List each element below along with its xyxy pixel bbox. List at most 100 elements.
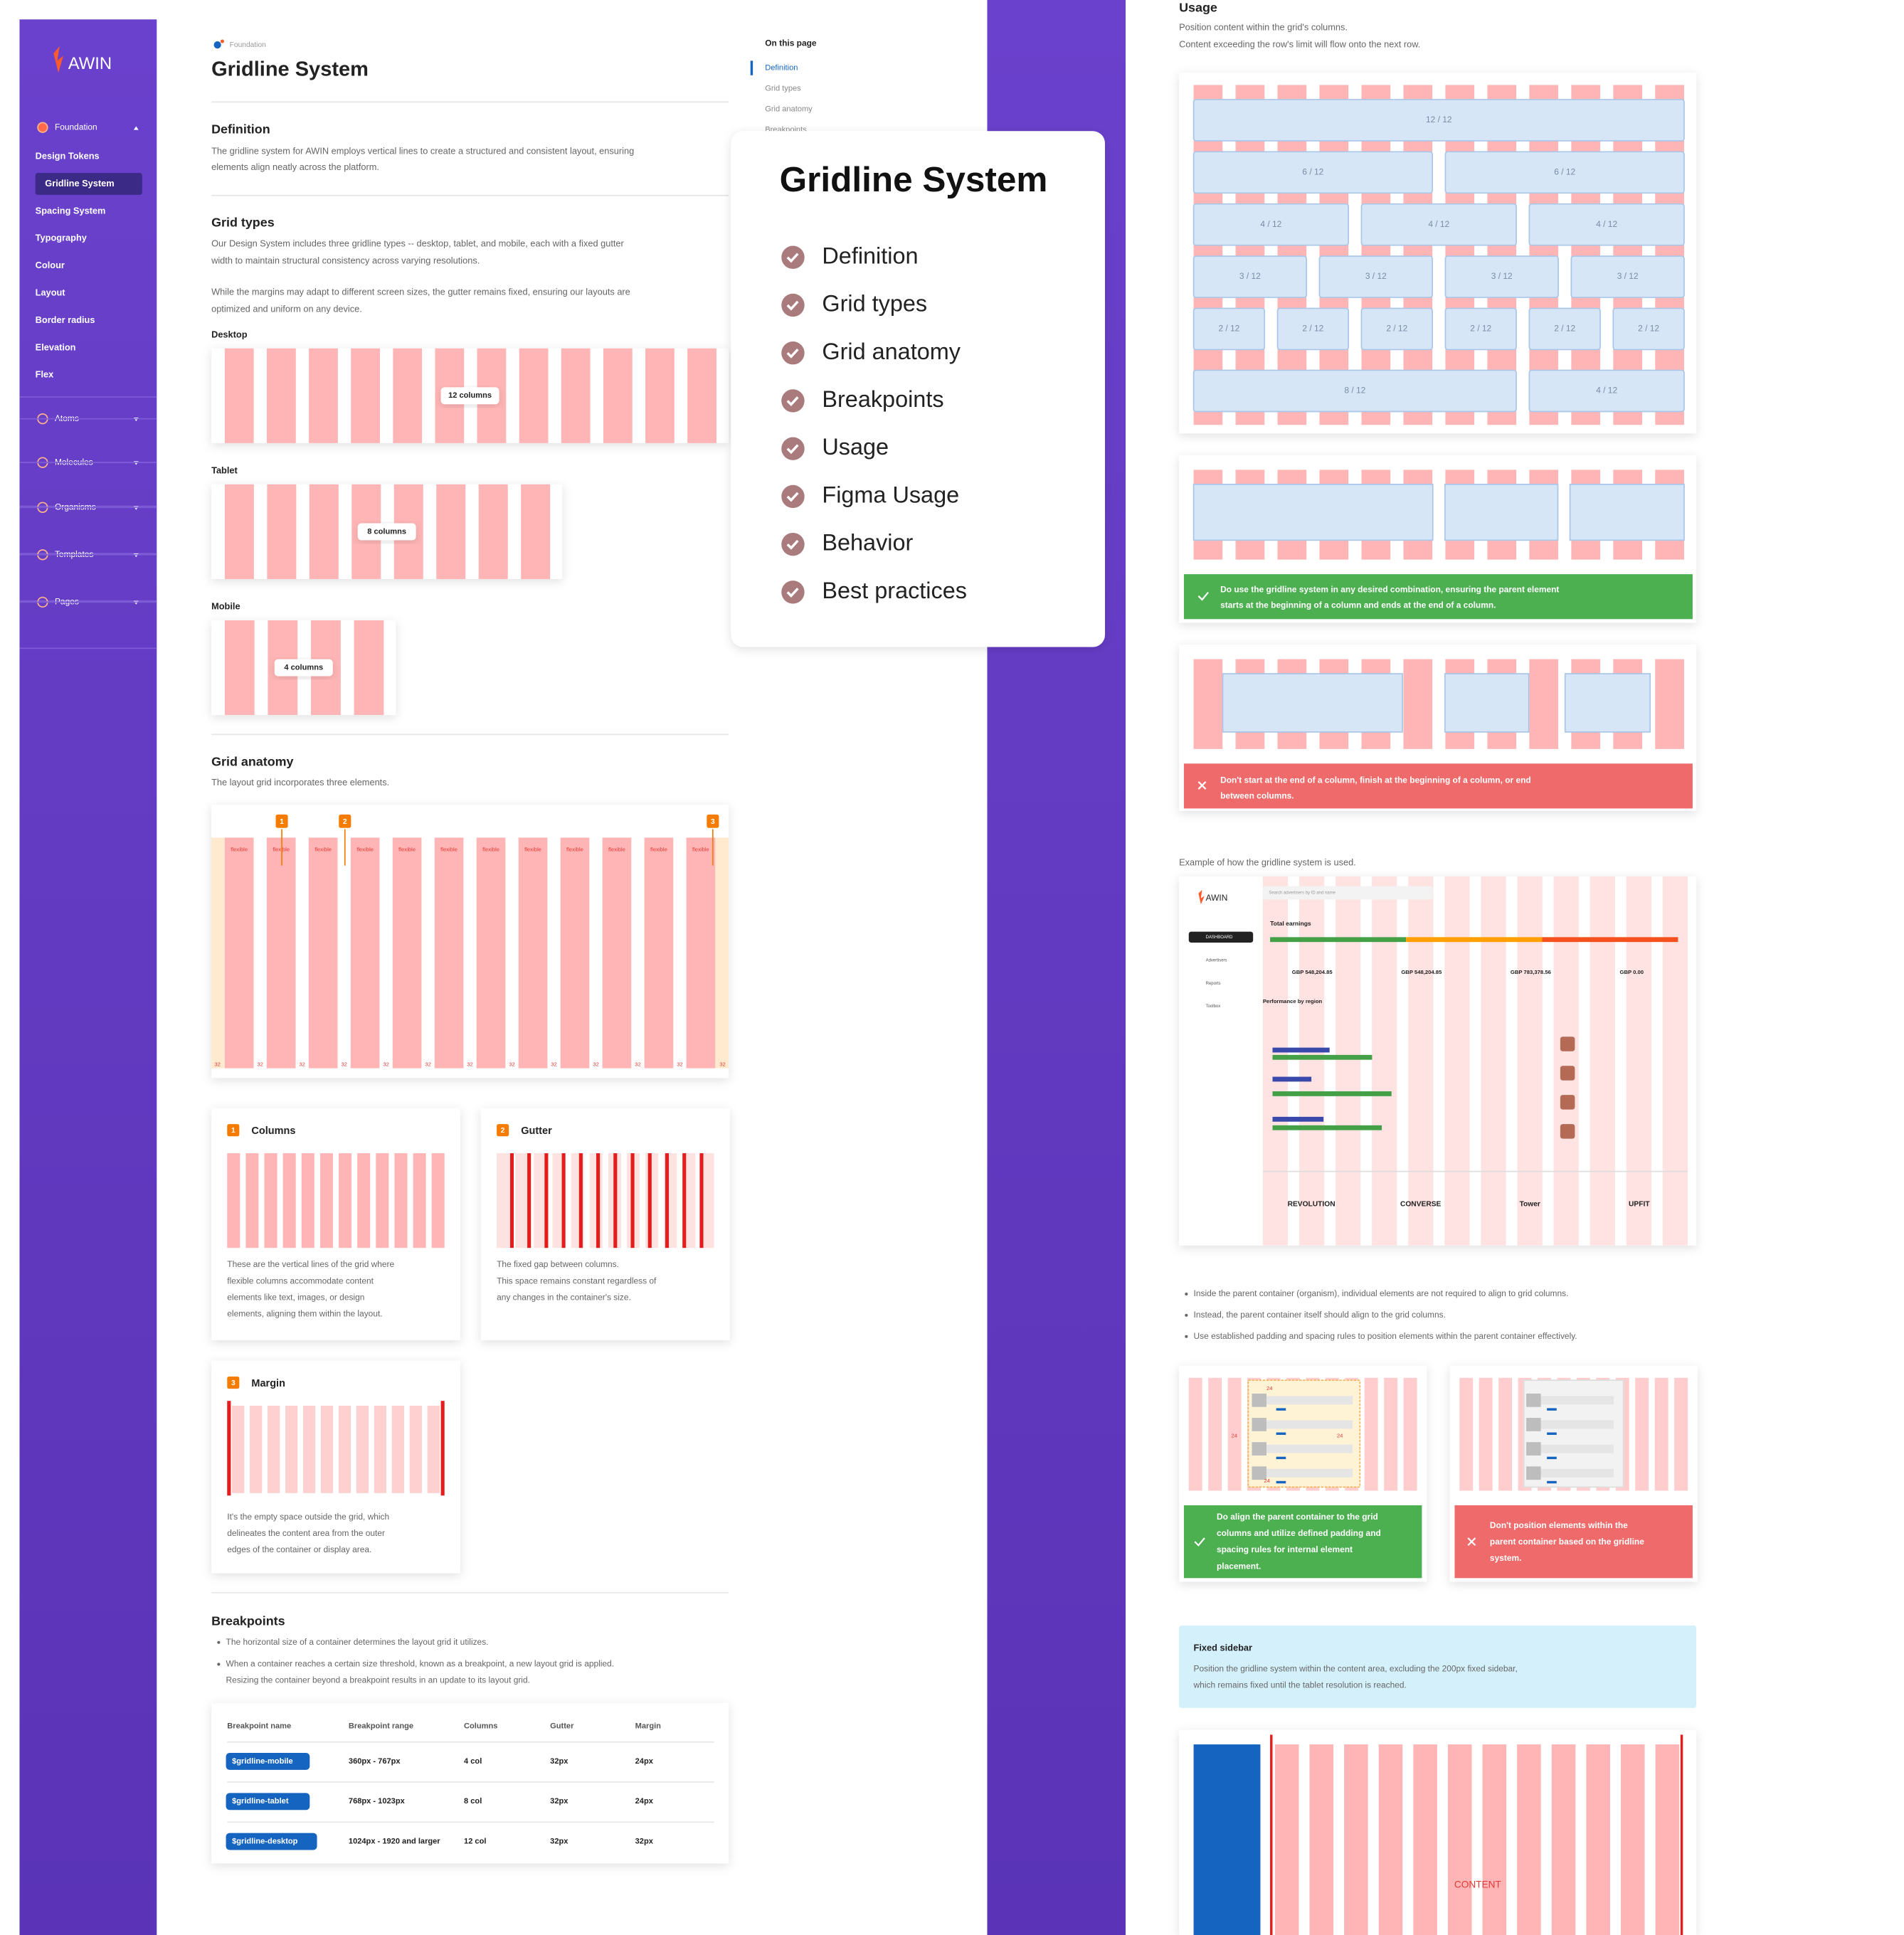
- overview-item: Behavior: [822, 530, 913, 556]
- gutter-line: [544, 1153, 549, 1249]
- span-block: [1192, 307, 1266, 351]
- child-row: [1540, 1444, 1614, 1453]
- nav-item[interactable]: Gridline System: [45, 178, 114, 189]
- card-number: 2: [501, 1127, 505, 1135]
- grid-column: [434, 837, 464, 1069]
- grid-column: [308, 837, 338, 1069]
- grid-column: [232, 1406, 245, 1493]
- do2-banner: [1183, 1505, 1422, 1579]
- toc-item[interactable]: Grid types: [765, 84, 801, 92]
- dash-nav: Toolbox: [1206, 1004, 1221, 1009]
- child-thumb: [1526, 1442, 1541, 1456]
- bullet: [217, 1640, 221, 1644]
- paragraph: The gridline system for AWIN employs ver…: [211, 146, 634, 157]
- grid-column: [497, 1153, 510, 1249]
- dont-text: Don't start at the end of a column, fini…: [1220, 775, 1531, 785]
- grid-overlay: [1408, 876, 1434, 1246]
- grid-column: [1529, 659, 1559, 749]
- table-cell: 24px: [635, 1797, 654, 1806]
- span-label: 3 / 12: [1365, 271, 1387, 281]
- grid-column: [1403, 659, 1433, 749]
- span-label: 2 / 12: [1218, 324, 1239, 334]
- span-block: [1444, 255, 1559, 298]
- margin-line: [1680, 1734, 1683, 1935]
- do2-text: placement.: [1217, 1561, 1261, 1571]
- nav-active: [35, 173, 142, 195]
- span-block: [1444, 151, 1685, 194]
- grid-column: [354, 620, 384, 716]
- child-row: [1540, 1468, 1614, 1478]
- grid-column: [589, 1153, 603, 1249]
- span-block: [1528, 369, 1685, 413]
- nav-item[interactable]: Flex: [36, 369, 54, 380]
- child-thumb: [1252, 1466, 1266, 1480]
- check-mark: [786, 492, 799, 502]
- grid-label: Desktop: [211, 329, 248, 339]
- dash-amount: GBP 783,378.56: [1511, 969, 1551, 975]
- fixed-sidebar: [1193, 1744, 1261, 1935]
- span-label: 3 / 12: [1491, 271, 1513, 281]
- span-block: [1444, 307, 1517, 351]
- grid-overlay: [1517, 876, 1543, 1246]
- grid-overlay: [1299, 876, 1325, 1246]
- grid-column: [1447, 1744, 1472, 1935]
- grid-column: [644, 837, 674, 1069]
- gutter-label: 32: [719, 1061, 726, 1068]
- table-cell: 1024px - 1920 and larger: [349, 1838, 440, 1846]
- grid-column: [1309, 1744, 1334, 1935]
- check-mark: [786, 588, 799, 598]
- nav-item[interactable]: Spacing System: [36, 205, 106, 216]
- toc-item[interactable]: Definition: [765, 63, 798, 72]
- nav-item[interactable]: Layout: [36, 287, 66, 297]
- content-block: [1444, 484, 1559, 541]
- span-label: 4 / 12: [1596, 386, 1617, 396]
- bullet: [1185, 1313, 1188, 1317]
- paragraph: width to maintain structural consistency…: [211, 255, 480, 265]
- nav-item[interactable]: Colour: [36, 260, 65, 270]
- grid-column: [1274, 1744, 1299, 1935]
- grid-column: [1344, 1744, 1368, 1935]
- dash-logo-mark: [1198, 889, 1205, 905]
- toc-item[interactable]: Grid anatomy: [765, 105, 813, 113]
- grid-label: Tablet: [211, 465, 238, 475]
- grid-column: [1551, 1744, 1576, 1935]
- grid-column: [1319, 85, 1349, 425]
- gutter-label: 32: [341, 1061, 347, 1068]
- grid-overlay: [1481, 876, 1506, 1246]
- page-title: Gridline System: [211, 58, 369, 81]
- margin-right: [715, 837, 729, 1069]
- span-label: 12 / 12: [1426, 115, 1452, 124]
- nav-item[interactable]: Border radius: [36, 314, 95, 325]
- table-cell: 8 col: [464, 1797, 482, 1806]
- nav-item[interactable]: Elevation: [36, 341, 76, 352]
- nav-item[interactable]: Design Tokens: [36, 151, 100, 161]
- nav-item[interactable]: Typography: [36, 233, 88, 243]
- dash-chart-bar: [1272, 1076, 1312, 1082]
- bullet-text: Use established padding and spacing rule…: [1194, 1331, 1577, 1341]
- do-text: starts at the beginning of a column and …: [1220, 600, 1496, 610]
- column-label: flexible: [273, 847, 290, 853]
- child-accent: [1547, 1432, 1557, 1435]
- dont-text: between columns.: [1220, 791, 1294, 801]
- dash-avatar: [1560, 1037, 1575, 1051]
- grid-column: [1188, 1377, 1202, 1491]
- grid-label: Mobile: [211, 601, 240, 612]
- grid-overlay: [1626, 876, 1651, 1246]
- span-block: [1318, 255, 1433, 298]
- badge-text: 12 columns: [448, 391, 492, 400]
- column-label: flexible: [398, 847, 416, 853]
- grid-column: [356, 1406, 369, 1493]
- span-block: [1192, 99, 1685, 142]
- bullet-text: Resizing the container beyond a breakpoi…: [226, 1675, 530, 1685]
- gutter-line: [578, 1153, 583, 1249]
- grid-column: [602, 837, 632, 1069]
- card-number-bg: [227, 1377, 240, 1389]
- check: [1197, 592, 1209, 601]
- grid-column: [534, 1153, 547, 1249]
- child-thumb: [1526, 1393, 1541, 1407]
- nav-group[interactable]: Foundation: [55, 122, 97, 132]
- dash-avatar: [1560, 1124, 1575, 1139]
- paragraph: optimized and uniform on any device.: [211, 304, 362, 314]
- table-cell: 12 col: [464, 1838, 486, 1846]
- card-text: delineates the content area from the out…: [227, 1528, 385, 1538]
